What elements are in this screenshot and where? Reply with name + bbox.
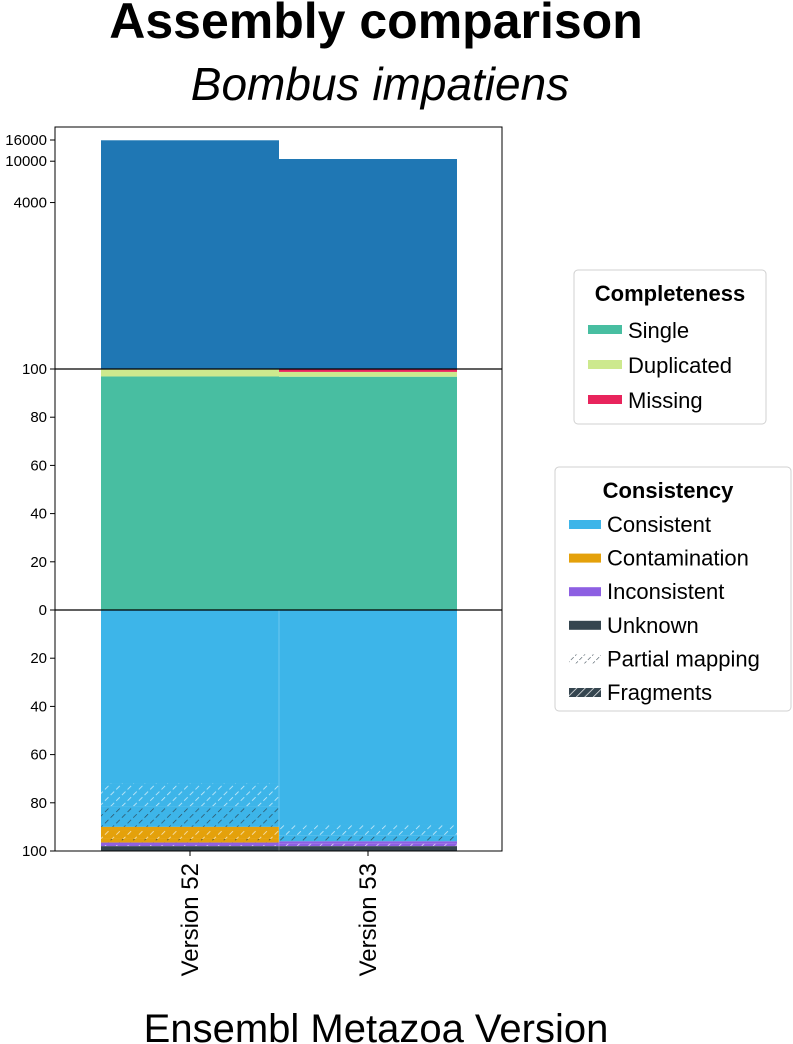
completeness-duplicated-bar-2 bbox=[279, 371, 457, 377]
consistency-legend: Consistency Consistent Contamination Incons… bbox=[554, 466, 792, 712]
y-tick-completeness-0: 0 bbox=[39, 602, 47, 619]
consistency-legend-swatch-hatch-fragments bbox=[569, 688, 601, 697]
gene-count-bar-2 bbox=[279, 159, 457, 369]
consistency-inconsistent-bar-1 bbox=[101, 842, 279, 845]
consistency-consistent-partial-mapping-hatch-2 bbox=[279, 824, 457, 836]
consistency-legend-label-unknown: Unknown bbox=[607, 613, 699, 638]
consistency-contamination-partial-mapping-hatch-1 bbox=[101, 830, 279, 839]
consistency-inconsistent-bar-2 bbox=[279, 841, 457, 844]
consistency-unknown-bar-2 bbox=[279, 846, 457, 851]
y-tick-completeness-80: 80 bbox=[30, 409, 47, 426]
axes-layer: 4000 10000 16000 0 20 40 60 80 100 20 40 60 80 100 Ver… bbox=[5, 126, 503, 976]
consistency-unknown-bar-1 bbox=[101, 846, 279, 851]
consistency-legend-label-inconsistent: Inconsistent bbox=[607, 579, 724, 604]
consistency-legend-label-fragments: Fragments bbox=[607, 680, 712, 705]
consistency-inconsistent-partial-mapping-hatch-2 bbox=[279, 843, 457, 847]
y-tick-consistency-60: 60 bbox=[30, 747, 47, 764]
x-tick-label-1: Version 52 bbox=[177, 863, 204, 976]
completeness-legend-swatch-single bbox=[588, 325, 622, 334]
consistency-legend-swatch-contamination bbox=[569, 553, 601, 563]
x-tick-label-2: Version 53 bbox=[355, 863, 382, 976]
y-tick-completeness-20: 20 bbox=[30, 554, 47, 571]
y-tick-genes-16000: 16000 bbox=[5, 132, 47, 149]
consistency-legend-label-contamination: Contamination bbox=[607, 546, 749, 571]
completeness-single-bar-2 bbox=[279, 376, 457, 610]
consistency-consistent-partial-mapping-hatch-1 bbox=[101, 783, 279, 807]
completeness-legend-label-single: Single bbox=[628, 318, 689, 343]
completeness-missing-bar-2 bbox=[279, 369, 457, 372]
bars-layer bbox=[101, 140, 457, 851]
consistency-legend-swatch-consistent bbox=[569, 520, 601, 529]
completeness-legend: Completeness Single Duplicated Missing bbox=[573, 269, 767, 425]
chart-title: Assembly comparison bbox=[109, 0, 643, 49]
y-tick-genes-4000: 4000 bbox=[14, 195, 47, 212]
completeness-legend-label-duplicated: Duplicated bbox=[628, 353, 732, 378]
y-tick-genes-10000: 10000 bbox=[5, 153, 47, 170]
consistency-contamination-bar-1 bbox=[101, 826, 279, 831]
consistency-legend-label-partial-mapping: Partial mapping bbox=[607, 646, 760, 671]
gene-count-bar-1 bbox=[101, 140, 279, 369]
y-tick-consistency-40: 40 bbox=[30, 698, 47, 715]
consistency-legend-swatch-partial-mapping bbox=[569, 654, 601, 664]
completeness-legend-swatch-missing bbox=[588, 395, 622, 404]
y-tick-completeness-40: 40 bbox=[30, 506, 47, 523]
completeness-single-bar-1 bbox=[101, 376, 279, 610]
completeness-legend-title: Completeness bbox=[595, 281, 745, 306]
consistency-consistent-fragments-hatch-1 bbox=[101, 806, 279, 827]
completeness-legend-swatch-duplicated bbox=[588, 360, 622, 369]
consistency-legend-box bbox=[554, 466, 792, 712]
y-tick-consistency-80: 80 bbox=[30, 795, 47, 812]
consistency-legend-swatch-inconsistent bbox=[569, 587, 601, 597]
completeness-duplicated-bar-1 bbox=[101, 369, 279, 377]
consistency-consistent-fragments-hatch-2 bbox=[279, 835, 457, 842]
consistency-inconsistent-partial-mapping-hatch-1 bbox=[101, 844, 279, 847]
consistency-consistent-bar-2 bbox=[279, 610, 457, 825]
chart-subtitle: Bombus impatiens bbox=[191, 58, 569, 110]
y-tick-completeness-100: 100 bbox=[22, 361, 47, 378]
y-tick-completeness-60: 60 bbox=[30, 457, 47, 474]
completeness-legend-label-missing: Missing bbox=[628, 388, 703, 413]
consistency-legend-title: Consistency bbox=[603, 478, 735, 503]
completeness-legend-box bbox=[573, 269, 767, 425]
consistency-legend-swatch-unknown bbox=[569, 620, 601, 630]
y-tick-consistency-20: 20 bbox=[30, 650, 47, 667]
y-tick-consistency-100: 100 bbox=[22, 843, 47, 860]
consistency-consistent-bar-1 bbox=[101, 610, 279, 784]
consistency-legend-label-consistent: Consistent bbox=[607, 512, 711, 537]
plot-frame bbox=[54, 126, 503, 852]
x-axis-label: Ensembl Metazoa Version bbox=[144, 1007, 609, 1044]
consistency-contamination-fragments-hatch-1 bbox=[101, 838, 279, 843]
